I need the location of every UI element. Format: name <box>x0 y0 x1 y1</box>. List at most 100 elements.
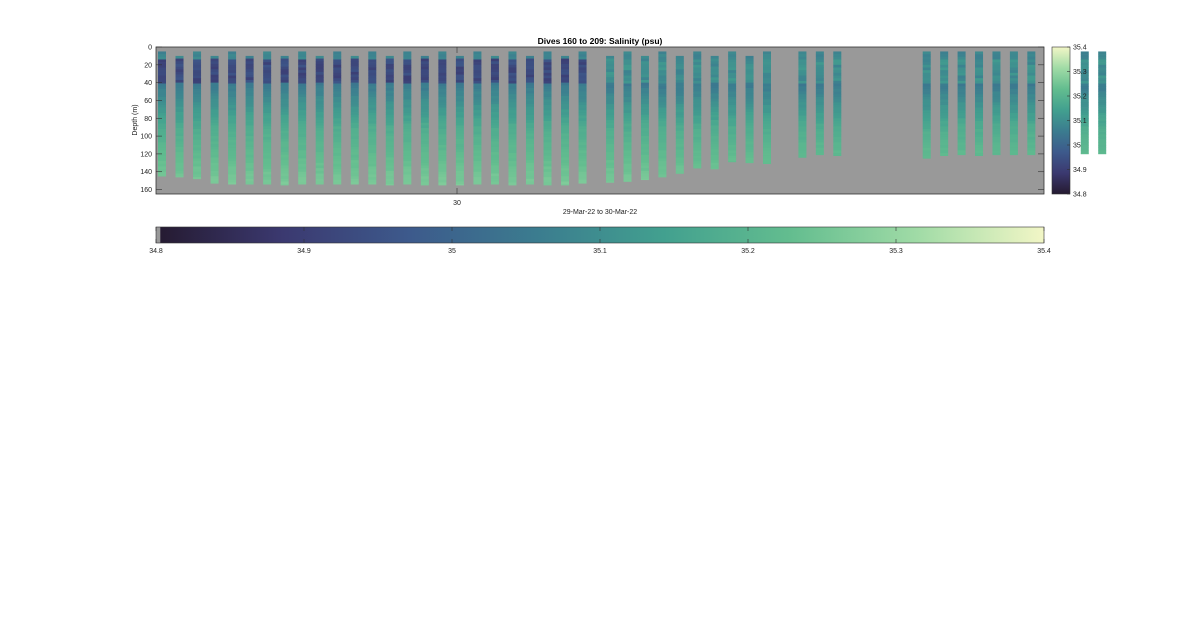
profile-cell <box>403 182 412 185</box>
profile-cell <box>1009 64 1018 68</box>
profile-cell <box>1027 75 1036 79</box>
profile-cell <box>508 120 517 124</box>
profile-cell <box>455 117 464 121</box>
profile-cell <box>158 110 166 114</box>
profile-cell <box>710 87 719 91</box>
profile-cell <box>675 58 684 62</box>
profile-cell <box>543 166 552 170</box>
profile-column <box>658 51 667 178</box>
profile-cell <box>210 66 219 70</box>
profile-cell <box>228 110 237 114</box>
profile-cell <box>245 63 254 67</box>
profile-cell <box>368 80 377 84</box>
profile-cell <box>798 155 807 158</box>
profile-cell <box>385 79 394 83</box>
profile-cell <box>992 78 1001 82</box>
profile-cell <box>623 91 632 95</box>
profile-cell <box>333 56 342 60</box>
profile-cell <box>175 122 184 126</box>
profile-cell <box>473 128 482 132</box>
profile-cell <box>1098 80 1107 84</box>
profile-cell <box>561 130 570 134</box>
profile-cell <box>315 146 324 150</box>
profile-cell <box>368 177 377 181</box>
profile-column <box>193 51 202 180</box>
profile-cell <box>957 70 966 74</box>
profile-cell <box>158 139 166 143</box>
profile-cell <box>975 123 984 127</box>
profile-cell <box>368 86 377 90</box>
profile-cell <box>228 182 237 185</box>
profile-cell <box>693 70 702 74</box>
profiles-layer <box>158 51 1107 186</box>
profile-cell <box>403 91 412 95</box>
profile-cell <box>975 112 984 116</box>
profile-cell <box>1080 80 1089 84</box>
profile-cell <box>675 55 684 59</box>
profile-column <box>675 55 684 174</box>
profile-cell <box>245 71 254 75</box>
profile-cell <box>280 128 289 132</box>
profile-cell <box>473 72 482 76</box>
profile-cell <box>473 75 482 79</box>
profile-cell <box>640 74 649 78</box>
profile-cell <box>228 123 237 127</box>
profile-cell <box>175 85 184 89</box>
profile-cell <box>1080 142 1089 146</box>
profile-cell <box>658 80 667 84</box>
profile-cell <box>1080 110 1089 114</box>
profile-cell <box>658 166 667 170</box>
profile-cell <box>543 102 552 106</box>
profile-cell <box>158 153 166 156</box>
profile-cell <box>815 118 824 122</box>
profile-cell <box>403 134 412 138</box>
profile-cell <box>957 142 966 146</box>
profile-cell <box>315 130 324 134</box>
profile-cell <box>606 55 615 59</box>
profile-cell <box>438 56 447 60</box>
profile-cell <box>693 54 702 58</box>
profile-cell <box>525 152 534 156</box>
profile-cell <box>762 51 771 55</box>
profile-cell <box>368 182 377 185</box>
profile-cell <box>623 126 632 130</box>
profile-cell <box>403 147 412 151</box>
profile-cell <box>438 115 447 119</box>
profile-cell <box>245 125 254 129</box>
profile-cell <box>693 136 702 140</box>
profile-cell <box>350 114 359 118</box>
profile-cell <box>815 83 824 87</box>
profile-cell <box>578 131 587 135</box>
profile-cell <box>193 104 202 108</box>
profile-cell <box>298 145 307 148</box>
profile-cell <box>922 88 931 92</box>
profile-cell <box>606 74 615 78</box>
profile-cell <box>298 115 307 119</box>
profile-cell <box>658 62 667 66</box>
profile-cell <box>578 86 587 90</box>
profile-cell <box>385 106 394 110</box>
profile-cell <box>228 72 237 76</box>
profile-cell <box>658 107 667 111</box>
profile-cell <box>473 131 482 135</box>
profile-cell <box>315 90 324 94</box>
profile-cell <box>403 142 412 146</box>
profile-cell <box>228 158 237 162</box>
profile-cell <box>762 131 771 135</box>
profile-cell <box>940 86 949 90</box>
profile-cell <box>798 104 807 108</box>
profile-cell <box>561 178 570 182</box>
profile-cell <box>693 80 702 84</box>
profile-cell <box>833 150 842 154</box>
profile-cell <box>710 58 719 62</box>
profile-cell <box>490 106 499 110</box>
profile-column <box>473 51 482 185</box>
profile-cell <box>403 102 412 106</box>
profile-cell <box>1098 83 1107 87</box>
profile-cell <box>1027 51 1036 55</box>
profile-cell <box>1009 80 1018 84</box>
profile-cell <box>455 125 464 129</box>
profile-cell <box>350 109 359 113</box>
profile-cell <box>922 115 931 119</box>
profile-cell <box>1009 91 1018 95</box>
